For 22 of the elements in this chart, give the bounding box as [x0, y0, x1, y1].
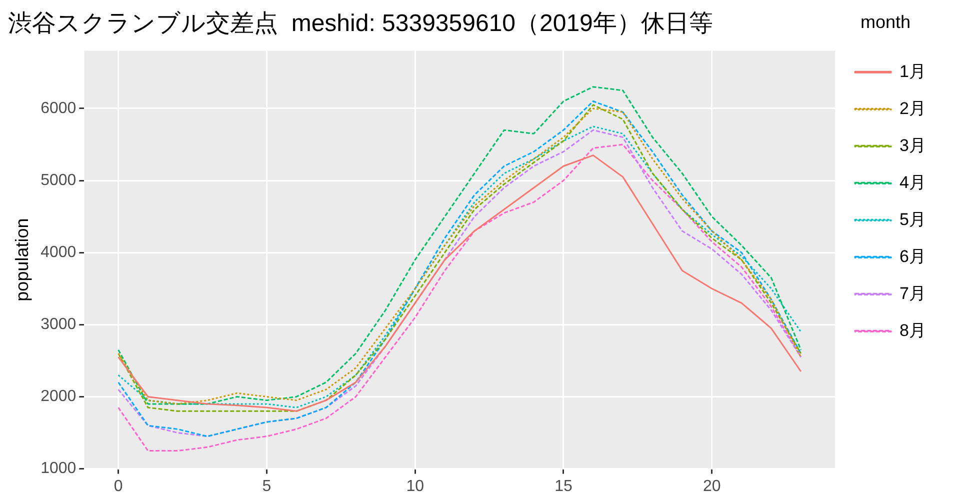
x-tick-label: 20 [702, 478, 721, 495]
legend-label: 1月 [900, 62, 926, 81]
legend-label: 7月 [900, 284, 926, 303]
y-tick-label: 3000 [40, 316, 76, 334]
x-tick-label: 5 [262, 478, 272, 495]
y-tick-label: 1000 [40, 460, 76, 478]
x-tick-label: 15 [554, 478, 572, 495]
y-tick-label: 5000 [40, 172, 76, 189]
x-tick-label: 0 [114, 478, 123, 495]
y-tick-label: 4000 [40, 244, 76, 261]
legend-label: 8月 [900, 320, 926, 340]
legend-label: 3月 [900, 136, 926, 155]
legend-label: 6月 [900, 246, 926, 266]
legend-label: 2月 [900, 98, 926, 118]
y-tick-label: 2000 [40, 388, 76, 406]
y-tick-label: 6000 [40, 100, 76, 117]
y-axis-title: population [12, 218, 32, 302]
x-tick-label: 10 [406, 478, 424, 495]
chart-title: 渋谷スクランブル交差点 meshid: 5339359610（2019年）休日等 [8, 10, 713, 38]
legend-label: 5月 [900, 210, 926, 229]
legend-label: 4月 [900, 172, 926, 192]
legend-title: month [860, 12, 911, 32]
